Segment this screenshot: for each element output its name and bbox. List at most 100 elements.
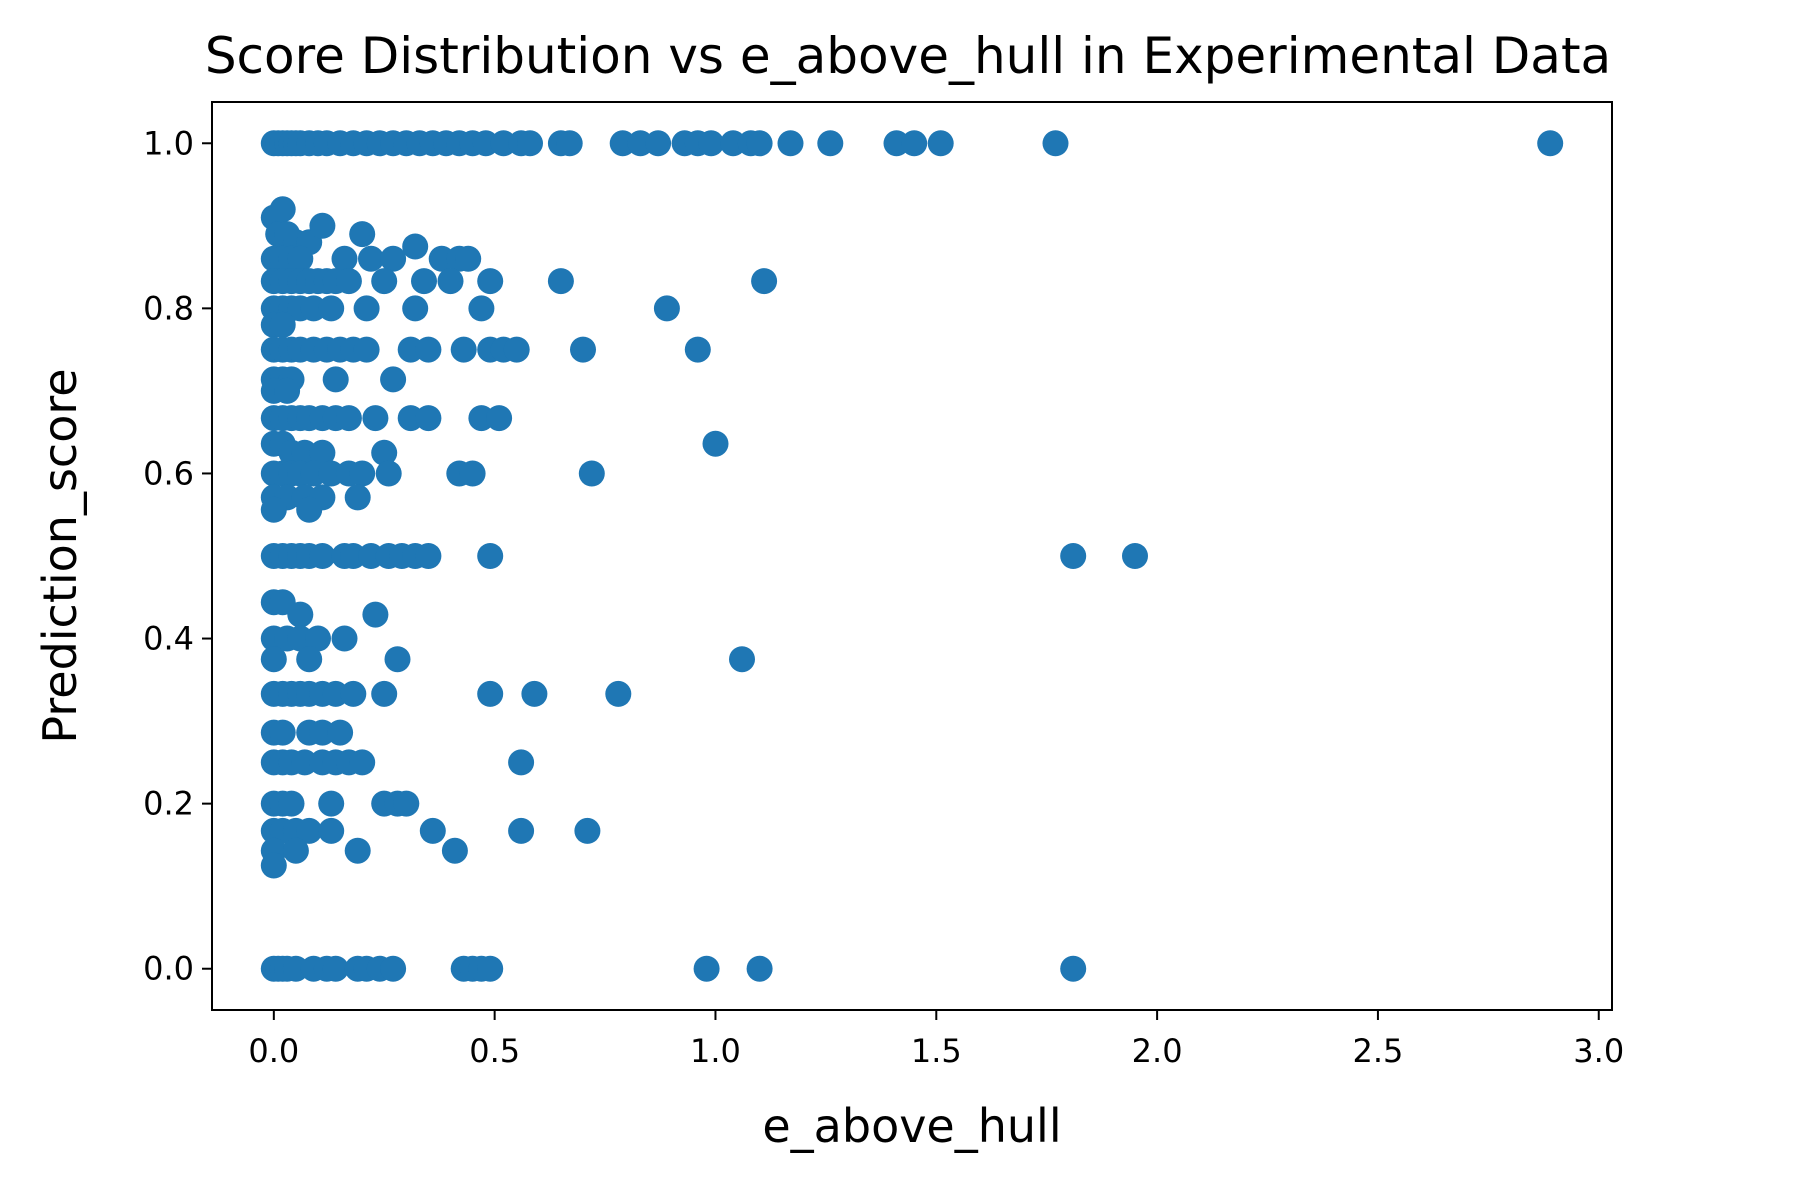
- data-point: [574, 817, 601, 844]
- data-point: [402, 233, 429, 260]
- data-point: [309, 439, 336, 466]
- data-point: [817, 130, 844, 157]
- x-tick-label: 1.0: [690, 1032, 741, 1070]
- data-point: [415, 543, 442, 569]
- data-point: [349, 460, 376, 487]
- data-point: [331, 245, 358, 272]
- data-point: [441, 837, 468, 864]
- data-point: [693, 955, 720, 982]
- data-point: [684, 336, 711, 363]
- data-point: [459, 460, 486, 487]
- data-point: [353, 295, 380, 322]
- data-point: [296, 646, 323, 673]
- data-point: [274, 377, 301, 404]
- data-point: [415, 405, 442, 432]
- data-point: [1060, 543, 1087, 569]
- y-tick-label: 1.0: [143, 124, 194, 162]
- data-point: [296, 817, 323, 844]
- data-point: [322, 955, 349, 982]
- data-point: [260, 496, 287, 523]
- y-tick-label: 0.4: [143, 620, 194, 658]
- data-point: [1042, 130, 1069, 157]
- data-point: [318, 790, 345, 817]
- data-point: [380, 955, 407, 982]
- data-point: [486, 405, 513, 432]
- data-point: [450, 336, 477, 363]
- x-tick-label: 1.5: [911, 1032, 962, 1070]
- chart-title: Score Distribution vs e_above_hull in Ex…: [205, 27, 1611, 85]
- data-point: [282, 837, 309, 864]
- data-point: [349, 749, 376, 776]
- data-point: [556, 130, 583, 157]
- data-point: [296, 496, 323, 523]
- data-point: [309, 543, 336, 569]
- y-tick-label: 0.6: [143, 454, 194, 492]
- data-point: [278, 790, 305, 817]
- data-point: [521, 680, 548, 707]
- y-axis-ticks: 0.0 0.2 0.4 0.6 0.8 1.0: [143, 124, 212, 988]
- plot-frame: [211, 101, 1613, 1011]
- data-point: [570, 336, 596, 363]
- data-point: [437, 268, 464, 295]
- data-point: [331, 625, 358, 652]
- data-point: [269, 311, 296, 338]
- data-point: [305, 625, 331, 652]
- data-point: [927, 130, 954, 157]
- data-point: [411, 268, 437, 295]
- data-point: [419, 817, 446, 844]
- data-point: [477, 543, 504, 569]
- data-point: [503, 336, 530, 363]
- x-tick-label: 0.0: [248, 1032, 299, 1070]
- data-point: [353, 336, 380, 363]
- data-point: [517, 130, 543, 157]
- data-point: [269, 719, 296, 746]
- data-point: [362, 601, 389, 628]
- data-point: [1537, 130, 1564, 157]
- x-tick-label: 0.5: [469, 1032, 520, 1070]
- data-point: [393, 790, 420, 817]
- y-tick-label: 0.0: [143, 950, 194, 988]
- data-point: [358, 245, 384, 272]
- data-point: [318, 295, 345, 322]
- x-tick-label: 3.0: [1573, 1032, 1624, 1070]
- data-point: [380, 245, 407, 272]
- data-point: [468, 295, 495, 322]
- data-point: [751, 268, 778, 295]
- data-point: [340, 680, 367, 707]
- data-point: [380, 366, 407, 393]
- data-point: [371, 268, 398, 295]
- data-point: [327, 719, 354, 746]
- data-point: [547, 268, 574, 295]
- data-point: [269, 196, 296, 223]
- data-point: [362, 405, 389, 432]
- y-tick-label: 0.2: [143, 785, 194, 823]
- data-point: [578, 460, 605, 487]
- data-point: [508, 749, 535, 776]
- x-axis-ticks: 0.0 0.5 1.0 1.5 2.0 2.5 3.0: [248, 1010, 1624, 1070]
- data-points: [260, 130, 1564, 982]
- data-point: [477, 680, 504, 707]
- data-point: [349, 221, 376, 248]
- data-point: [746, 955, 773, 982]
- data-point: [653, 295, 680, 322]
- data-point: [901, 130, 928, 157]
- data-point: [318, 817, 345, 844]
- y-tick-label: 0.8: [143, 289, 194, 327]
- data-point: [455, 245, 482, 272]
- data-point: [729, 646, 755, 673]
- data-point: [1122, 543, 1148, 569]
- data-point: [384, 646, 411, 673]
- data-point: [344, 484, 371, 511]
- data-point: [605, 680, 632, 707]
- data-point: [287, 245, 314, 272]
- data-point: [371, 439, 398, 466]
- data-point: [1060, 955, 1087, 982]
- data-point: [260, 646, 287, 673]
- data-point: [645, 130, 672, 157]
- x-tick-label: 2.5: [1352, 1032, 1403, 1070]
- data-point: [702, 430, 729, 457]
- data-point: [322, 366, 349, 393]
- data-point: [287, 601, 314, 628]
- data-point: [375, 460, 402, 487]
